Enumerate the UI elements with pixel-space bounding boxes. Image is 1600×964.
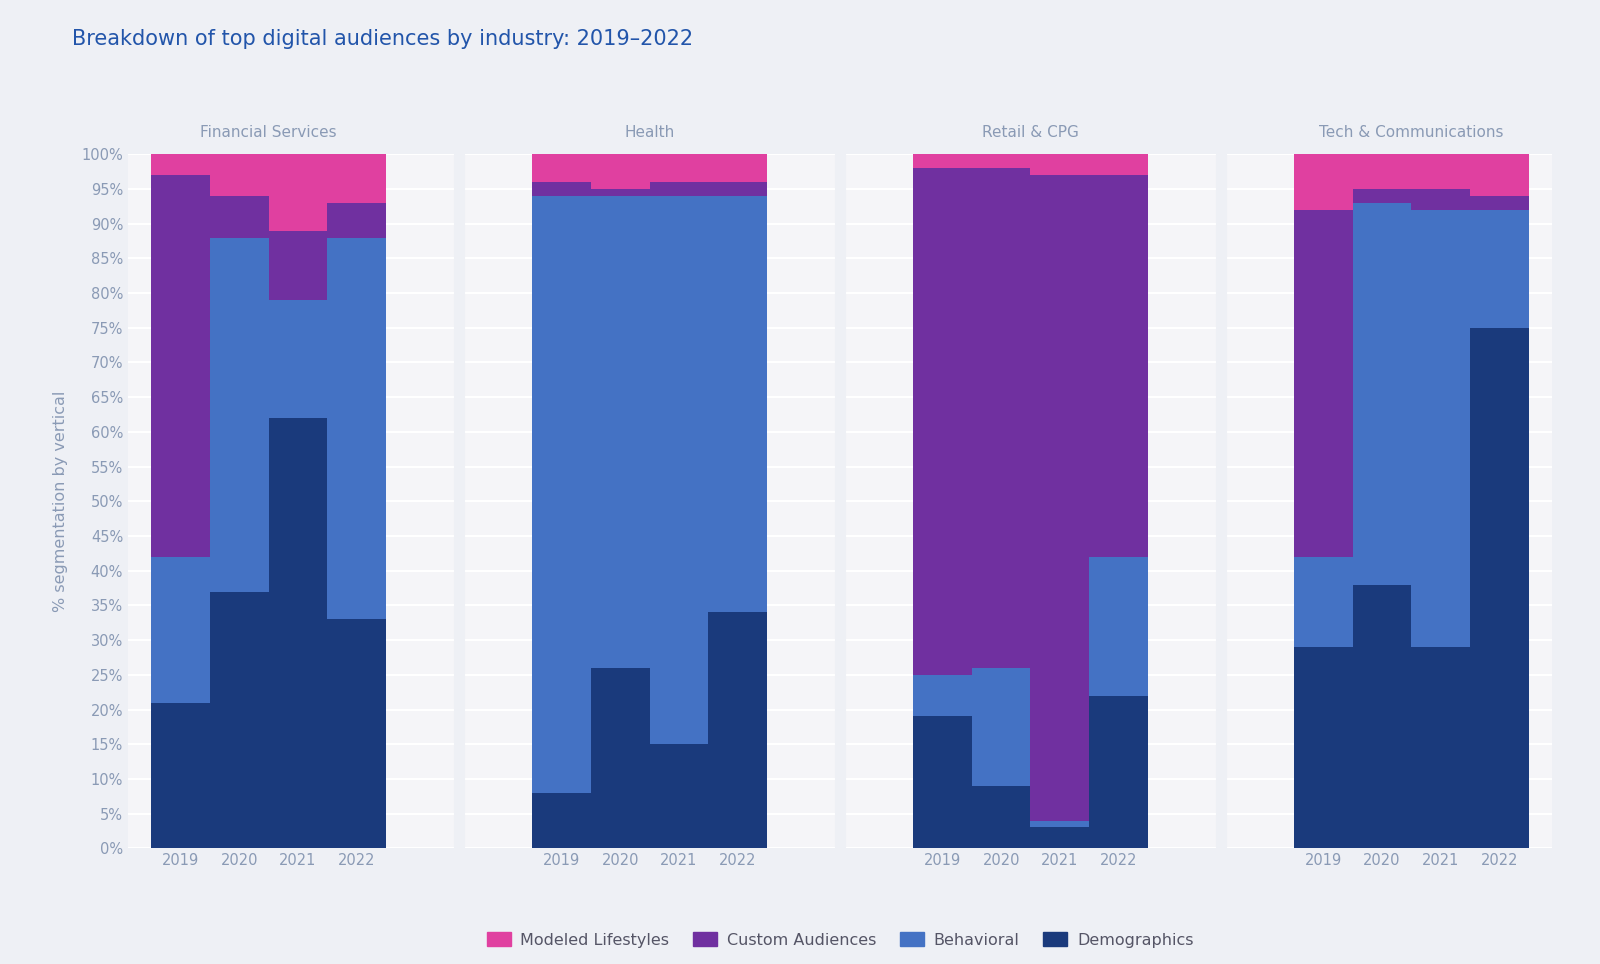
- Bar: [709, 196, 766, 612]
- Bar: [152, 154, 210, 175]
- Bar: [650, 744, 709, 848]
- Bar: [650, 182, 709, 196]
- Text: Financial Services: Financial Services: [200, 125, 338, 141]
- Bar: [1030, 827, 1090, 848]
- Bar: [1411, 647, 1470, 848]
- Bar: [1030, 820, 1090, 827]
- Bar: [152, 703, 210, 848]
- Bar: [1352, 202, 1411, 584]
- Bar: [1294, 647, 1352, 848]
- Bar: [328, 619, 386, 848]
- Bar: [590, 189, 650, 196]
- Bar: [1411, 189, 1470, 210]
- Bar: [914, 716, 971, 848]
- Bar: [152, 557, 210, 703]
- Bar: [1294, 154, 1352, 210]
- Bar: [1470, 328, 1528, 848]
- Bar: [1090, 175, 1147, 557]
- Bar: [1090, 154, 1147, 175]
- Bar: [533, 154, 590, 182]
- Bar: [1470, 154, 1528, 196]
- Bar: [269, 300, 328, 418]
- Bar: [1294, 557, 1352, 647]
- Bar: [328, 202, 386, 237]
- Bar: [328, 154, 386, 202]
- Bar: [971, 786, 1030, 848]
- Bar: [1470, 196, 1528, 210]
- Bar: [709, 612, 766, 848]
- Bar: [650, 196, 709, 744]
- Bar: [914, 675, 971, 716]
- Bar: [590, 154, 650, 189]
- Bar: [210, 237, 269, 592]
- Bar: [1030, 154, 1090, 175]
- Bar: [1352, 189, 1411, 202]
- Bar: [650, 154, 709, 182]
- Bar: [1030, 175, 1090, 820]
- Bar: [328, 237, 386, 619]
- Bar: [1090, 696, 1147, 848]
- Bar: [971, 154, 1030, 168]
- Bar: [914, 168, 971, 675]
- Text: Retail & CPG: Retail & CPG: [982, 125, 1078, 141]
- Bar: [1411, 154, 1470, 189]
- Bar: [709, 182, 766, 196]
- Bar: [533, 196, 590, 792]
- Bar: [1352, 154, 1411, 189]
- Bar: [590, 196, 650, 668]
- Bar: [533, 792, 590, 848]
- Bar: [210, 592, 269, 848]
- Bar: [210, 154, 269, 196]
- Bar: [971, 668, 1030, 786]
- Bar: [210, 196, 269, 237]
- Bar: [709, 154, 766, 182]
- Bar: [152, 175, 210, 557]
- Bar: [1470, 210, 1528, 328]
- Bar: [1090, 557, 1147, 696]
- Bar: [914, 154, 971, 168]
- Bar: [533, 182, 590, 196]
- Bar: [269, 154, 328, 230]
- Y-axis label: % segmentation by vertical: % segmentation by vertical: [53, 390, 67, 612]
- Bar: [971, 168, 1030, 668]
- Bar: [590, 668, 650, 848]
- Bar: [269, 418, 328, 848]
- Bar: [1411, 210, 1470, 647]
- Bar: [1352, 584, 1411, 848]
- Text: Tech & Communications: Tech & Communications: [1318, 125, 1504, 141]
- Bar: [1294, 210, 1352, 557]
- Bar: [269, 230, 328, 300]
- Text: Health: Health: [624, 125, 675, 141]
- Text: Breakdown of top digital audiences by industry: 2019–2022: Breakdown of top digital audiences by in…: [72, 29, 693, 49]
- Legend: Modeled Lifestyles, Custom Audiences, Behavioral, Demographics: Modeled Lifestyles, Custom Audiences, Be…: [480, 925, 1200, 954]
